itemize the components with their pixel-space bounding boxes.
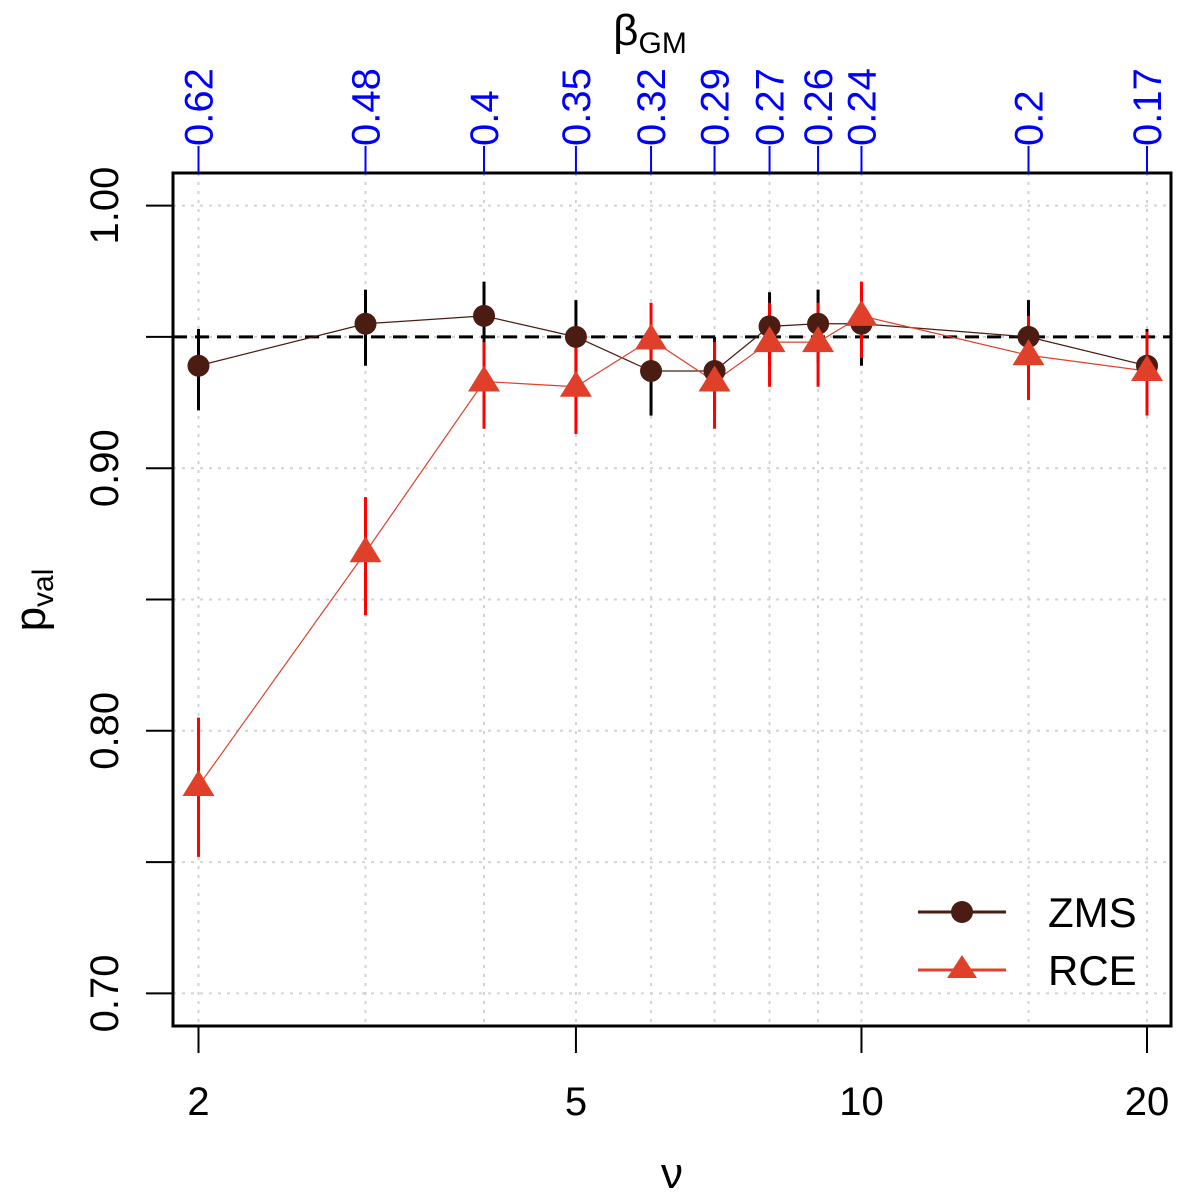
point-rce-8	[845, 299, 878, 326]
y-tick-label-2: 0.80	[83, 692, 127, 770]
point-rce-9	[1012, 339, 1045, 366]
point-rce-2	[468, 365, 501, 392]
point-rce-6	[753, 326, 786, 353]
y-axis-title-sub: val	[27, 569, 60, 607]
top-tick-label-10: 0.17	[1126, 68, 1170, 146]
y-tick-label-0: 0.70	[83, 955, 127, 1033]
legend-rce-marker	[947, 955, 977, 978]
point-rce-1	[349, 536, 382, 563]
data-points	[182, 299, 1163, 796]
y-axis-title-main: p	[6, 607, 55, 631]
top-tick-label-5: 0.29	[694, 68, 738, 146]
x-axis: 2 5 10 20	[187, 1026, 1169, 1124]
point-zms-0	[187, 354, 210, 377]
point-rce-5	[698, 365, 731, 392]
point-zms-9	[1017, 325, 1040, 348]
legend-rce-label: RCE	[1048, 947, 1137, 994]
legend-zms-marker	[951, 901, 973, 923]
top-tick-label-2: 0.4	[463, 90, 507, 146]
point-zms-7	[807, 312, 830, 335]
top-axis-title-main: β	[613, 6, 638, 55]
x-tick-label-2: 10	[839, 1080, 884, 1124]
top-tick-label-3: 0.35	[555, 68, 599, 146]
top-tick-label-1: 0.48	[345, 68, 389, 146]
legend-zms-label: ZMS	[1048, 889, 1137, 936]
top-axis-title-sub: GM	[638, 27, 686, 60]
y-tick-label-4: 0.90	[83, 429, 127, 507]
x-axis-title: ν	[661, 1149, 683, 1198]
top-tick-label-7: 0.26	[797, 68, 841, 146]
x-tick-label-3: 20	[1125, 1080, 1170, 1124]
top-tick-label-9: 0.2	[1007, 90, 1051, 146]
point-rce-10	[1130, 355, 1163, 382]
point-rce-0	[182, 769, 215, 796]
point-zms-4	[640, 360, 663, 383]
x-tick-label-0: 2	[187, 1080, 209, 1124]
point-rce-4	[635, 323, 668, 350]
top-tick-label-0: 0.62	[177, 68, 221, 146]
top-tick-label-4: 0.32	[630, 68, 674, 146]
y-axis: 0.70 0.80 0.90 1.00	[83, 167, 173, 1033]
point-rce-7	[802, 326, 835, 353]
point-zms-3	[564, 325, 587, 348]
legend: ZMS RCE	[918, 889, 1137, 994]
x-tick-label-1: 5	[565, 1080, 587, 1124]
top-tick-label-8: 0.24	[840, 68, 884, 146]
y-axis-title: pval	[6, 569, 60, 632]
point-rce-3	[559, 370, 592, 397]
top-tick-label-6: 0.27	[749, 68, 793, 146]
top-axis: 0.62 0.48 0.4 0.35 0.32 0.29 0.27 0.26 0.24 0.2 0.…	[177, 68, 1170, 173]
y-tick-label-6: 1.00	[83, 167, 127, 245]
top-axis-title: βGM	[613, 6, 687, 60]
point-zms-1	[354, 312, 377, 335]
point-zms-2	[473, 304, 496, 327]
